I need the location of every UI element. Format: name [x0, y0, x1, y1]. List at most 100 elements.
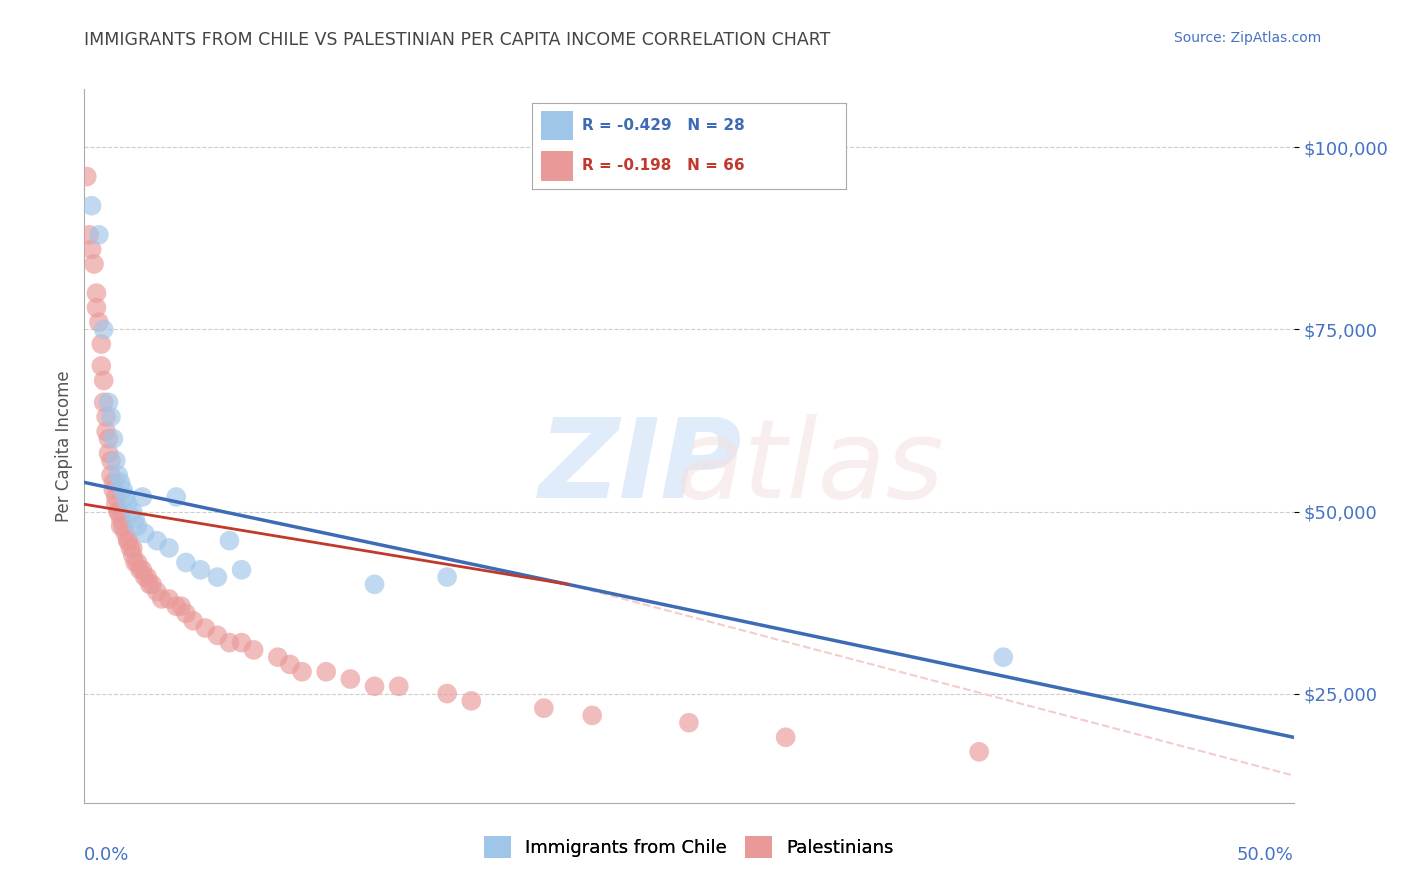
Point	[110, 475, 132, 490]
Point	[93, 374, 115, 388]
Point	[460, 694, 482, 708]
Point	[533, 701, 555, 715]
Point	[114, 490, 136, 504]
Point	[157, 591, 180, 606]
Point	[165, 599, 187, 614]
Point	[100, 468, 122, 483]
Point	[218, 635, 240, 649]
Point	[315, 665, 337, 679]
Point	[103, 432, 125, 446]
Point	[83, 257, 105, 271]
Point	[170, 599, 193, 614]
Point	[993, 650, 1015, 665]
Point	[131, 490, 153, 504]
Point	[94, 409, 117, 424]
Point	[207, 628, 229, 642]
Point	[112, 519, 135, 533]
Point	[436, 687, 458, 701]
Point	[190, 563, 212, 577]
Point	[124, 512, 146, 526]
Point	[165, 490, 187, 504]
Point	[146, 533, 169, 548]
Point	[87, 315, 110, 329]
Point	[231, 635, 253, 649]
Point	[93, 322, 115, 336]
Point	[104, 453, 127, 467]
Legend: Immigrants from Chile, Palestinians: Immigrants from Chile, Palestinians	[477, 829, 901, 865]
Point	[107, 504, 129, 518]
Point	[97, 432, 120, 446]
Point	[117, 533, 139, 548]
Point	[129, 563, 152, 577]
Point	[157, 541, 180, 555]
Point	[138, 577, 160, 591]
Point	[97, 395, 120, 409]
Point	[87, 227, 110, 242]
Point	[117, 533, 139, 548]
Point	[104, 490, 127, 504]
Text: 50.0%: 50.0%	[1237, 846, 1294, 863]
Point	[110, 519, 132, 533]
Point	[127, 519, 149, 533]
Text: 0.0%: 0.0%	[84, 846, 129, 863]
Point	[181, 614, 204, 628]
Point	[218, 533, 240, 548]
Point	[150, 591, 173, 606]
Text: ZIP: ZIP	[538, 414, 742, 521]
Point	[86, 301, 108, 315]
Point	[107, 468, 129, 483]
Point	[207, 570, 229, 584]
Point	[581, 708, 603, 723]
Point	[267, 650, 290, 665]
Point	[134, 526, 156, 541]
Point	[339, 672, 361, 686]
Point	[388, 679, 411, 693]
Point	[120, 541, 142, 555]
Point	[77, 227, 100, 242]
Point	[80, 243, 103, 257]
Point	[174, 556, 197, 570]
Point	[114, 526, 136, 541]
Point	[231, 563, 253, 577]
Point	[278, 657, 301, 672]
Point	[86, 286, 108, 301]
Point	[112, 483, 135, 497]
Text: IMMIGRANTS FROM CHILE VS PALESTINIAN PER CAPITA INCOME CORRELATION CHART: IMMIGRANTS FROM CHILE VS PALESTINIAN PER…	[84, 31, 831, 49]
Point	[104, 497, 127, 511]
Point	[136, 570, 159, 584]
Point	[103, 483, 125, 497]
Point	[141, 577, 163, 591]
Point	[121, 548, 143, 562]
Text: atlas: atlas	[675, 414, 945, 521]
Point	[107, 504, 129, 518]
Point	[124, 556, 146, 570]
Point	[967, 745, 990, 759]
Point	[291, 665, 314, 679]
Point	[110, 512, 132, 526]
Point	[117, 497, 139, 511]
Y-axis label: Per Capita Income: Per Capita Income	[55, 370, 73, 522]
Point	[363, 679, 385, 693]
Point	[134, 570, 156, 584]
Point	[127, 556, 149, 570]
Point	[131, 563, 153, 577]
Point	[80, 199, 103, 213]
Point	[93, 395, 115, 409]
Point	[242, 643, 264, 657]
Point	[194, 621, 217, 635]
Point	[100, 409, 122, 424]
Point	[775, 731, 797, 745]
Point	[121, 504, 143, 518]
Point	[103, 475, 125, 490]
Point	[121, 541, 143, 555]
Point	[146, 584, 169, 599]
Point	[76, 169, 98, 184]
Text: Source: ZipAtlas.com: Source: ZipAtlas.com	[1174, 31, 1322, 45]
Point	[94, 425, 117, 439]
Point	[436, 570, 458, 584]
Point	[90, 359, 112, 373]
Point	[678, 715, 700, 730]
Point	[97, 446, 120, 460]
Point	[363, 577, 385, 591]
Point	[100, 453, 122, 467]
